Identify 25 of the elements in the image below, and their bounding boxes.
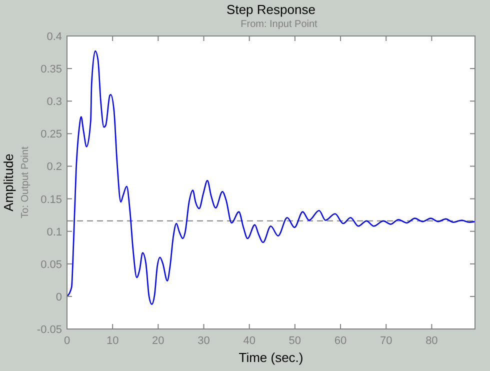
y-tick-label: 0.4 [46,31,62,43]
x-tick-label: 10 [106,335,119,347]
x-tick-label: 40 [243,335,256,347]
x-tick-label: 20 [152,335,164,347]
chart-subtitle: From: Input Point [240,19,318,30]
x-tick-label: 70 [380,335,392,347]
x-tick-label: 0 [64,335,70,347]
y-tick-label: 0.25 [40,128,62,141]
line-series [66,50,476,305]
chart-title: Step Response [226,2,316,17]
y-tick-label: 0.15 [40,194,62,206]
y-axis-title: Amplitude [1,154,16,212]
y-tick-label: 0.35 [40,64,62,76]
x-tick-label: 30 [198,335,210,347]
text: To: Output Point [20,146,31,218]
x-tick-label: 60 [334,335,347,347]
y-tick-label: 0.3 [46,96,62,108]
y-tick-label: 0.05 [40,258,62,271]
x-tick-label: 50 [288,335,302,347]
x-axis-title: Time (sec.) [238,350,304,365]
y-tick-label: 0 [56,291,62,304]
y-tick-label: -0.05 [36,324,62,336]
y-tick-label: 0.1 [46,226,62,238]
y-tick-label: 0.2 [46,161,62,174]
x-tick-label: 80 [426,335,438,347]
